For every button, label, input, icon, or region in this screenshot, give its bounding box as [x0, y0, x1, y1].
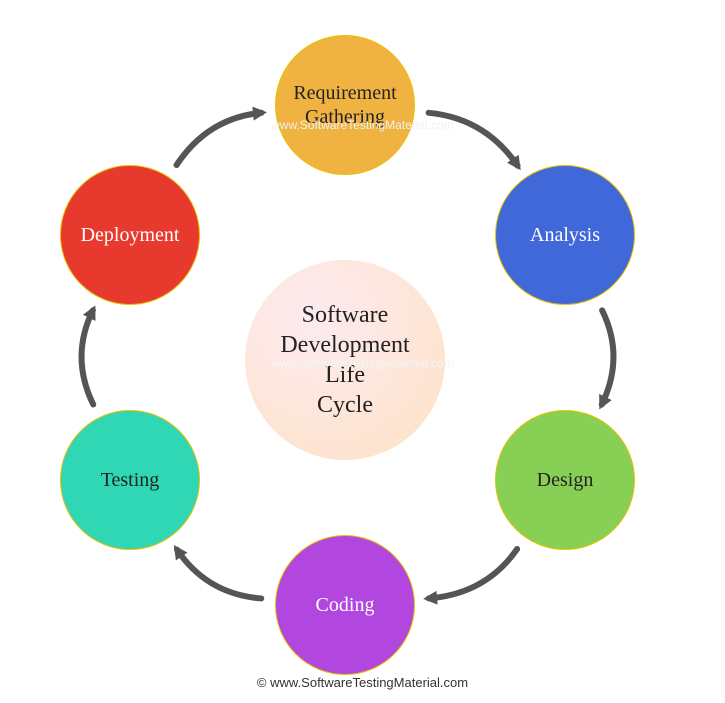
node-design-label: Design: [537, 468, 594, 492]
arrow-req-to-analysis: [429, 113, 518, 166]
node-analysis-label: Analysis: [530, 223, 600, 247]
credit-text: © www.SoftwareTestingMaterial.com: [257, 675, 468, 690]
arrow-deploy-to-req: [177, 113, 262, 165]
center-label: Software Development Life Cycle: [280, 300, 409, 420]
arrow-testing-to-deploy: [82, 310, 94, 404]
node-coding-label: Coding: [316, 593, 375, 617]
sdlc-cycle-diagram: Software Development Life Cycle Requirem…: [0, 0, 725, 703]
arrow-analysis-to-design: [602, 310, 614, 404]
center-circle: Software Development Life Cycle: [245, 260, 445, 460]
node-testing-label: Testing: [101, 468, 160, 492]
node-design: Design: [495, 410, 635, 550]
node-coding: Coding: [275, 535, 415, 675]
node-req-label: Requirement Gathering: [293, 81, 396, 129]
node-testing: Testing: [60, 410, 200, 550]
node-req: Requirement Gathering: [275, 35, 415, 175]
node-deploy: Deployment: [60, 165, 200, 305]
node-analysis: Analysis: [495, 165, 635, 305]
arrow-coding-to-testing: [177, 550, 261, 599]
arrow-design-to-coding: [429, 549, 517, 598]
node-deploy-label: Deployment: [81, 223, 180, 247]
credit-line: © www.SoftwareTestingMaterial.com: [0, 675, 725, 690]
